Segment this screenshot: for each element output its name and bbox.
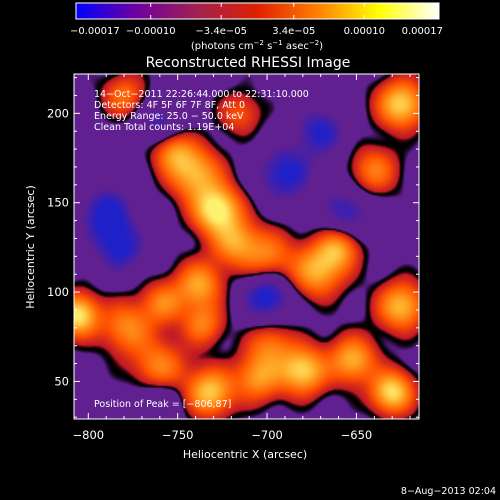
chart-title: Reconstructed RHESSI Image <box>146 55 351 71</box>
y-tick-label: 100 <box>47 285 69 299</box>
colorbar-tick-label: −0.00010 <box>126 26 176 37</box>
plot-frame <box>73 73 420 420</box>
annotations: 14−Oct−2011 22:26:44.000 to 22:31:10.000… <box>94 89 309 410</box>
y-axis-label: Heliocentric Y (arcsec) <box>24 185 37 309</box>
annotation-detectors: Detectors: 4F 5F 6F 7F 8F, Att 0 <box>94 100 245 111</box>
annotation-algorithm-counts: Clean Total counts: 1.19E+04 <box>94 122 234 133</box>
y-axis: 50 100 150 200 <box>47 77 419 418</box>
x-tick-label: −650 <box>341 428 373 442</box>
peak-position-label: Position of Peak = [−806,87] <box>94 399 231 410</box>
colorbar-ticks: −0.00017 −0.00010 −3.4e−05 3.4e−05 0.00010 0.… <box>70 3 443 37</box>
generation-date: 8−Aug−2013 02:04 <box>401 486 496 497</box>
colorbar-tick-label: −3.4e−05 <box>195 26 247 37</box>
heatmap-raster <box>74 74 419 419</box>
colorbar-tick-label: 3.4e−05 <box>272 26 315 37</box>
colorbar-tick-label: 0.00010 <box>344 26 385 37</box>
colorbar-unit-label: (photons cm−2 s−1 asec−2) <box>191 39 323 52</box>
colorbar-tick-label: −0.00017 <box>70 26 120 37</box>
colorbar: −0.00017 −0.00010 −3.4e−05 3.4e−05 0.00010 0.… <box>70 2 443 52</box>
y-tick-label: 50 <box>54 374 69 388</box>
colorbar-tick-label: 0.00017 <box>402 26 443 37</box>
x-tick-label: −800 <box>73 428 105 442</box>
colorbar-scale <box>75 2 440 20</box>
x-tick-label: −750 <box>162 428 194 442</box>
y-tick-label: 200 <box>47 106 69 120</box>
x-tick-label: −700 <box>251 428 283 442</box>
x-axis: −800 −750 −700 −650 <box>73 74 411 442</box>
y-tick-label: 150 <box>47 196 69 210</box>
rhessi-image <box>74 74 419 419</box>
x-axis-label: Heliocentric X (arcsec) <box>183 448 307 461</box>
annotation-time-range: 14−Oct−2011 22:26:44.000 to 22:31:10.000 <box>94 89 309 100</box>
annotation-energy-range: Energy Range: 25.0 − 50.0 keV <box>94 111 244 122</box>
